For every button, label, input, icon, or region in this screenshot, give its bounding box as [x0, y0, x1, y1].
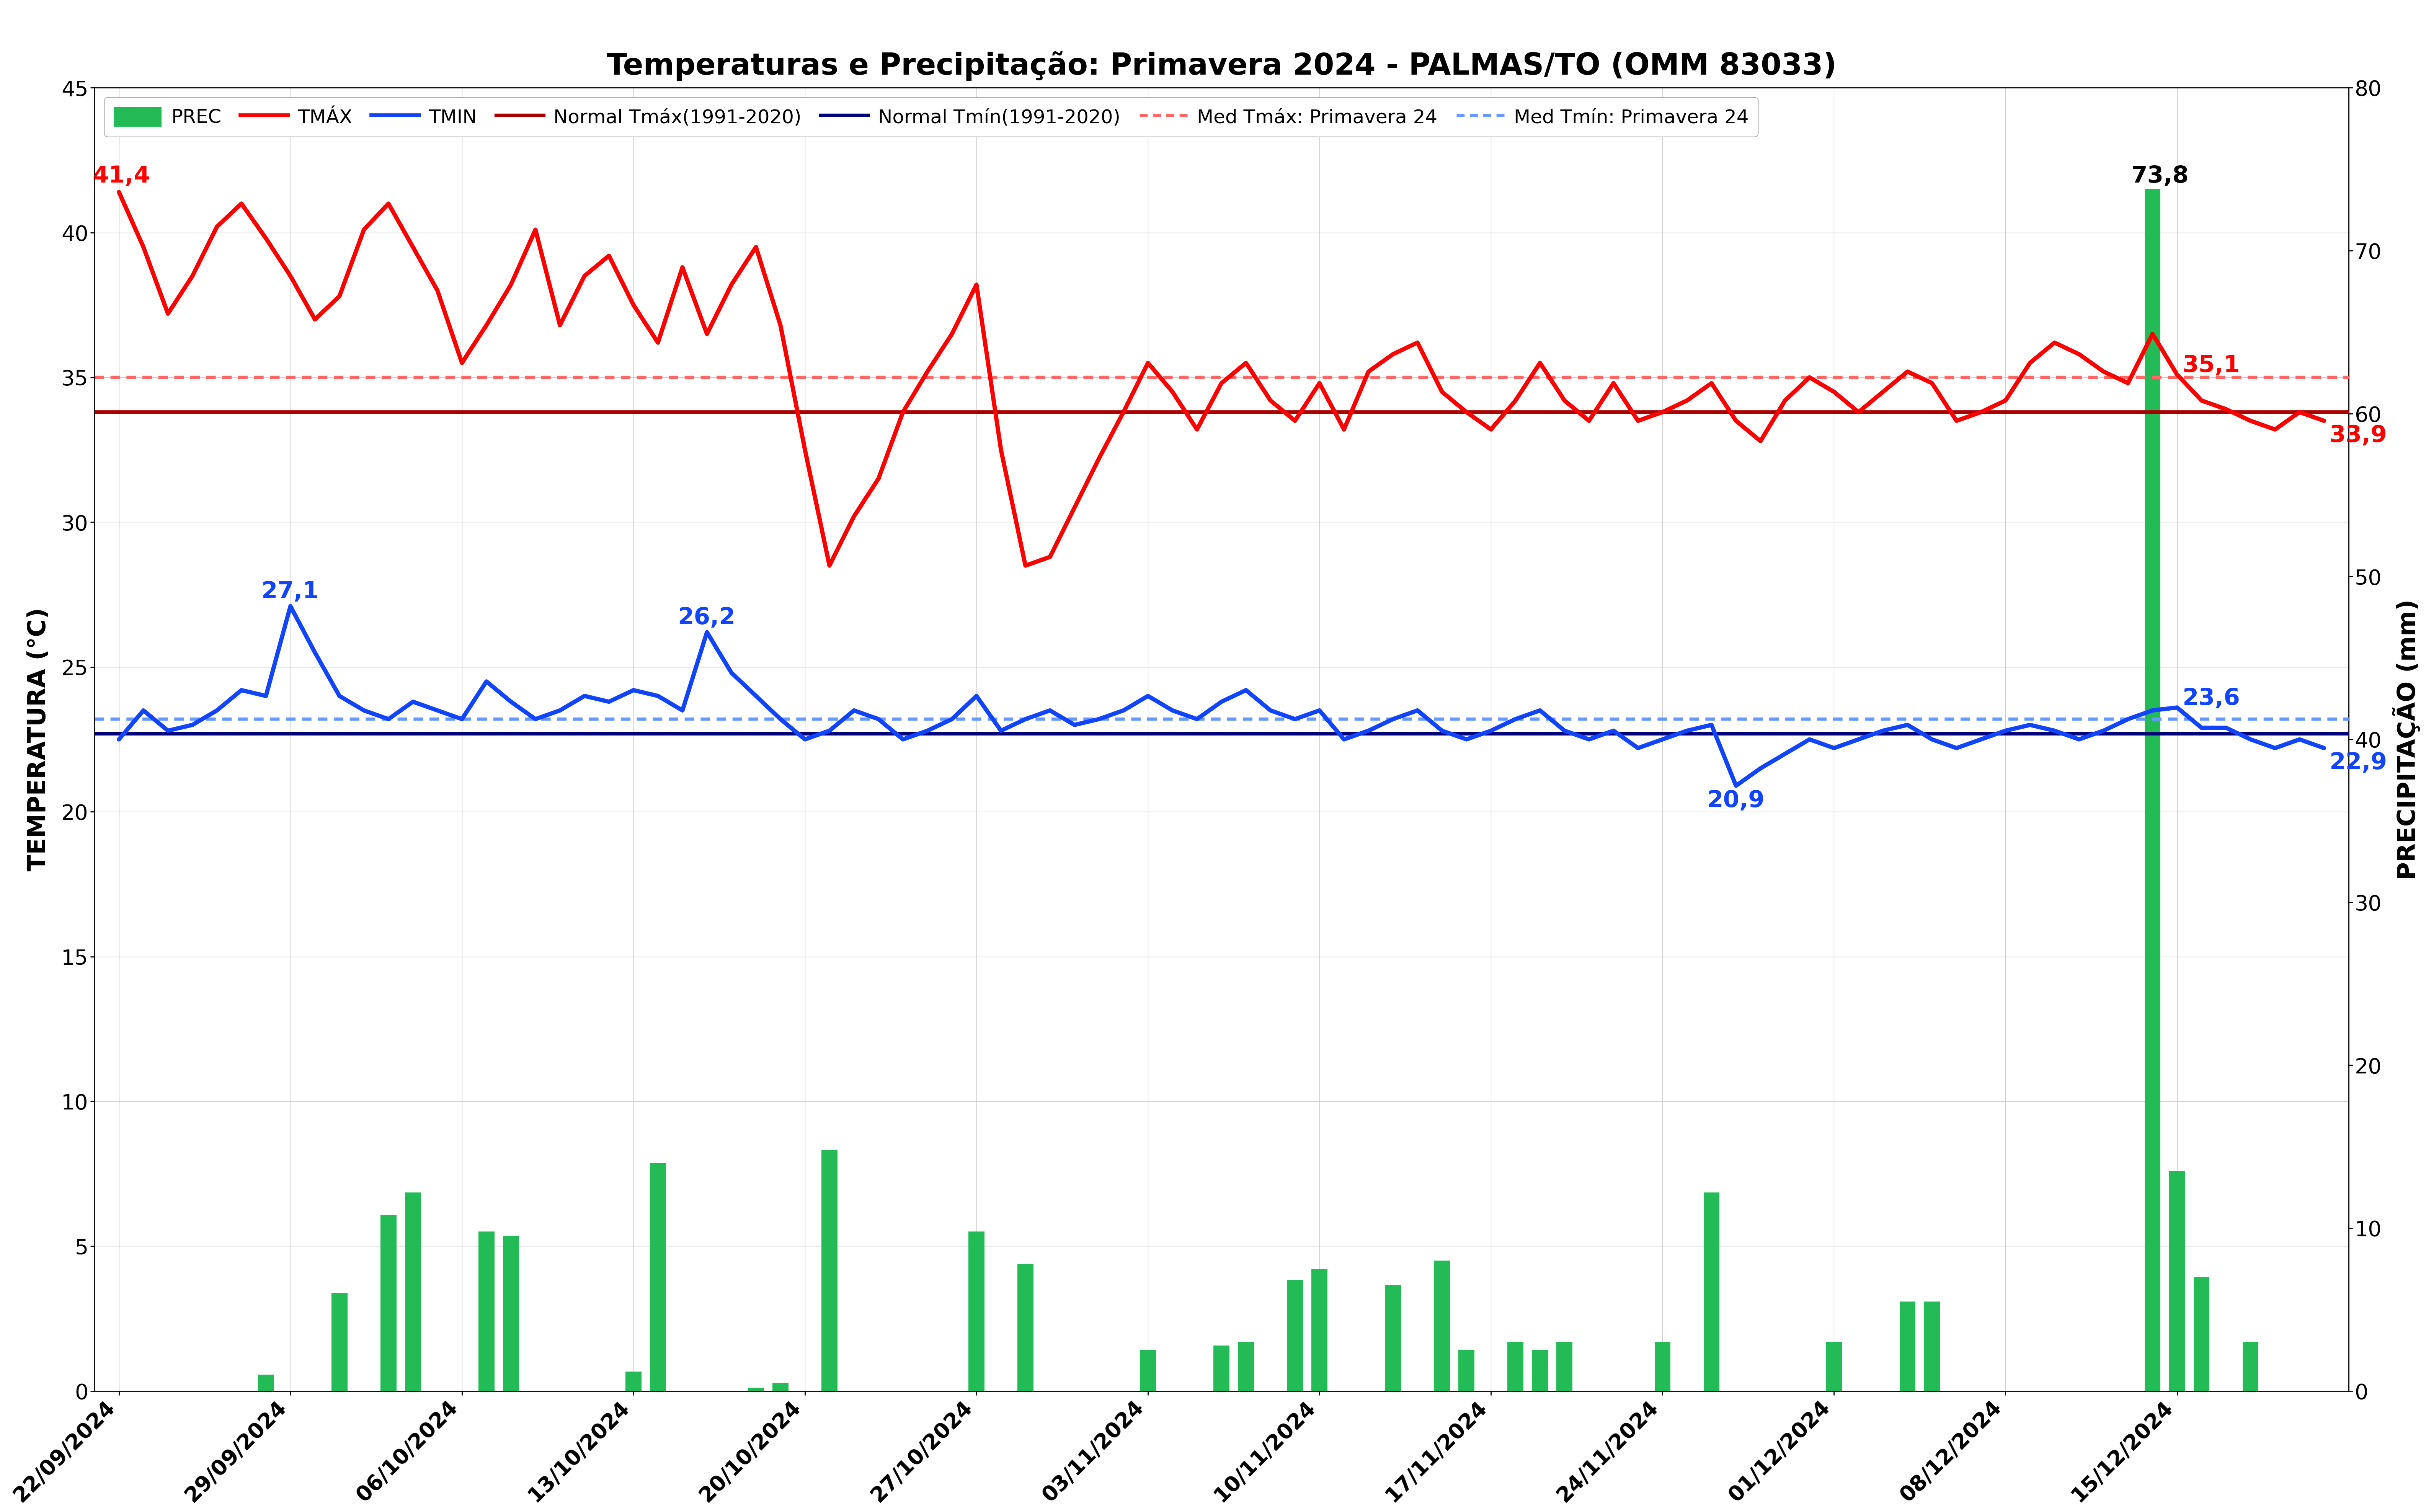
Bar	[478, 1231, 495, 1391]
Text: 26,2: 26,2	[677, 606, 735, 629]
Bar	[747, 1388, 764, 1391]
Bar	[1016, 1264, 1033, 1391]
Bar	[1557, 1343, 1572, 1391]
Bar	[626, 1371, 640, 1391]
Bar	[650, 1163, 665, 1391]
Bar	[2193, 1278, 2210, 1391]
Y-axis label: PRECIPITAÇÃO (mm): PRECIPITAÇÃO (mm)	[2392, 599, 2421, 880]
Bar	[1434, 1261, 1451, 1391]
Text: 27,1: 27,1	[262, 581, 318, 603]
Text: 33,9: 33,9	[2329, 425, 2387, 448]
Legend: PREC, TMÁX, TMIN, Normal Tmáx(1991-2020), Normal Tmín(1991-2020), Med Tmáx: Prim: PREC, TMÁX, TMIN, Normal Tmáx(1991-2020)…	[104, 97, 1759, 136]
Bar	[1655, 1343, 1672, 1391]
Bar	[1312, 1269, 1327, 1391]
Y-axis label: TEMPERATURA (°C): TEMPERATURA (°C)	[27, 608, 51, 871]
Bar	[257, 1374, 274, 1391]
Text: 41,4: 41,4	[92, 165, 150, 187]
Bar	[1827, 1343, 1841, 1391]
Title: Temperaturas e Precipitação: Primavera 2024 - PALMAS/TO (OMM 83033): Temperaturas e Precipitação: Primavera 2…	[606, 51, 1836, 80]
Bar	[1507, 1343, 1524, 1391]
Bar	[405, 1193, 420, 1391]
Text: 20,9: 20,9	[1708, 789, 1764, 812]
Text: 73,8: 73,8	[2132, 165, 2188, 187]
Bar	[1533, 1350, 1548, 1391]
Bar	[1237, 1343, 1254, 1391]
Bar	[1385, 1285, 1400, 1391]
Bar	[332, 1293, 347, 1391]
Bar	[1703, 1193, 1720, 1391]
Bar	[2145, 189, 2162, 1391]
Bar	[968, 1231, 985, 1391]
Bar	[1140, 1350, 1155, 1391]
Bar	[502, 1237, 519, 1391]
Bar	[1458, 1350, 1475, 1391]
Bar	[381, 1216, 395, 1391]
Bar	[1900, 1302, 1917, 1391]
Bar	[2242, 1343, 2259, 1391]
Text: 35,1: 35,1	[2183, 354, 2239, 376]
Text: 22,9: 22,9	[2329, 751, 2387, 774]
Bar	[2169, 1172, 2186, 1391]
Bar	[1288, 1281, 1303, 1391]
Bar	[822, 1151, 837, 1391]
Text: 23,6: 23,6	[2183, 688, 2239, 709]
Bar	[1924, 1302, 1941, 1391]
Bar	[1213, 1346, 1230, 1391]
Bar	[771, 1383, 788, 1391]
